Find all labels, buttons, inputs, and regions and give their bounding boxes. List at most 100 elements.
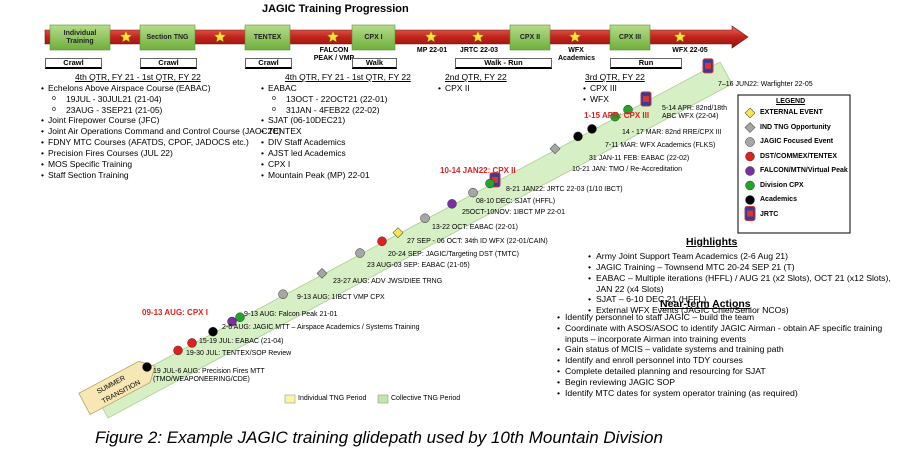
marker	[610, 111, 620, 122]
column-subitem: 31JAN - 4FEB22 (22-02)	[272, 105, 379, 116]
event-label: 23-27 AUG: ADV JWS/DIEE TRNG	[333, 278, 443, 285]
action-item: Begin reviewing JAGIC SOP	[557, 377, 895, 388]
marker	[587, 124, 597, 134]
phase-label: Walk	[352, 58, 397, 69]
event-label: 2-6 AUG: JAGIC MTT – Airspace Academics …	[222, 324, 420, 331]
column-item: MOS Specific Training	[41, 159, 288, 170]
highlight-item: Army Joint Support Team Academics (2-6 A…	[588, 251, 896, 262]
action-item: Coordinate with ASOS/ASOC to identify JA…	[557, 323, 895, 344]
event-label: 15-19 JUL: EABAC (21-04)	[199, 338, 284, 345]
marker	[235, 312, 245, 322]
legend-item: JAGIC Focused Event	[760, 138, 834, 145]
star	[424, 30, 438, 43]
event-label: 14 - 17 MAR: 82nd RRE/CPX III	[622, 129, 722, 136]
highlights-title: Highlights	[686, 236, 738, 248]
callout: 09-13 AUG: CPX I	[142, 308, 208, 317]
jrtc-icon	[492, 176, 498, 183]
event-label: 7–16 JUN22: Warfighter 22-05	[718, 81, 813, 88]
event-label: 08-10 DEC: SJAT (HFFL)	[476, 198, 556, 205]
timeline-box-label: TENTEX	[253, 33, 282, 41]
callout: 10-14 JAN22: CPX II	[440, 166, 516, 175]
marker	[744, 122, 756, 133]
star	[673, 30, 687, 43]
marker	[208, 326, 218, 337]
event-label: 9-13 AUG: 1IBCT VMP CPX	[297, 294, 385, 301]
legend-item: JRTC	[760, 210, 779, 218]
timeline-box-label: CPX I	[364, 33, 383, 41]
event-label: 8-21 JAN22: JRTC 22-03 (1/10 IBCT)	[506, 186, 623, 193]
column-item: Joint Firepower Course (JFC)	[41, 115, 288, 126]
column-item: CPX III	[583, 83, 690, 94]
star	[326, 30, 340, 43]
timeline-box-label: CPX III	[618, 33, 642, 41]
phase-label: Run	[610, 58, 682, 69]
legend-item: IND TNG Opportunity	[760, 123, 831, 131]
timeline-box	[49, 24, 111, 51]
column-item: Joint Air Operations Command and Control…	[41, 126, 288, 137]
phase-label: Crawl	[45, 58, 102, 69]
marker	[744, 107, 756, 119]
jrtc-icon	[747, 210, 753, 217]
timeline-marker-label: WFX 22-05	[672, 47, 708, 54]
period-label: Individual TNG Period	[298, 395, 367, 402]
legend-item: EXTERNAL EVENT	[760, 109, 823, 116]
timeline-box	[244, 24, 291, 51]
column-item: Echelons Above Airspace Course (EABAC)	[41, 83, 288, 94]
timeline-box-label: Section TNG	[146, 33, 189, 41]
action-item: Identify and enroll personnel into TDY c…	[557, 355, 895, 366]
marker	[392, 227, 404, 239]
action-item: Identify MTC dates for system operator t…	[557, 388, 895, 399]
timeline-marker-label: FALCON PEAK / VMP	[313, 47, 355, 62]
column-item: Staff Section Training	[41, 170, 288, 181]
action-item: Identify personnel to staff JAGIC – buil…	[557, 312, 895, 323]
marker	[278, 289, 288, 299]
highlight-item: EABAC – Multiple iterations (HFFL) / AUG…	[588, 273, 896, 294]
star	[213, 30, 227, 43]
phase-label: Crawl	[245, 58, 292, 69]
column-item: EABAC	[261, 83, 468, 94]
column-item: FDNY MTC Courses (AFATDS, CPOF, JADOCS e…	[41, 137, 288, 148]
column-item: SJAT (06-10DEC21)	[261, 115, 468, 126]
marker	[187, 338, 197, 348]
column-item: CPX I	[261, 159, 468, 170]
marker	[549, 143, 561, 155]
star	[119, 30, 133, 43]
column-item: AJST led Academics	[261, 148, 468, 159]
event-label: 20-24 SEP: JAGIC/Targeting DST (TMTC)	[388, 251, 519, 258]
marker	[468, 187, 478, 198]
action-item: Gain status of MCIS – validate systems a…	[557, 344, 895, 355]
timeline-box	[139, 24, 196, 51]
title: JAGIC Training Progression	[262, 3, 409, 15]
marker	[573, 131, 583, 142]
event-label: 19 JUL-6 AUG: Precision Fires MTT (TMO/W…	[153, 368, 265, 383]
event-label: 10-21 JAN: TMO / Re-Accreditation	[572, 166, 682, 173]
marker	[745, 166, 755, 176]
column-heading: 4th QTR, FY 21 - 1st QTR, FY 22	[285, 72, 411, 82]
marker	[316, 267, 328, 279]
column-subitem: 13OCT - 22OCT21 (22-01)	[272, 94, 387, 105]
event-label: 27 SEP - 06 OCT: 34th ID WFX (22-01/CAIN…	[407, 238, 548, 245]
timeline-box-label: Individual Training	[63, 29, 97, 45]
event-label: 23 AUG-03 SEP: EABAC (21-05)	[367, 262, 470, 269]
event-label: 19-30 JUL: TENTEX/SOP Review	[186, 350, 292, 357]
timeline-box-label: CPX II	[519, 33, 541, 41]
callout: 1-15 APR: CPX III	[584, 111, 650, 120]
marker	[745, 137, 755, 147]
star	[568, 30, 582, 43]
star	[471, 30, 485, 43]
column-item: Mountain Peak (MP) 22-01	[261, 170, 468, 181]
legend-item: FALCON/MTN/Virtual Peak	[760, 167, 848, 174]
timeline-marker-label: WFX Academics	[558, 47, 595, 62]
column-item: CPX II	[438, 83, 565, 94]
column-subitem: 23AUG - 3SEP21 (21-05)	[52, 105, 162, 116]
marker	[377, 236, 387, 247]
marker	[485, 178, 495, 189]
event-label: 9-13 AUG: Falcon Peak 21-01	[244, 311, 338, 318]
legend-item: DST/COMMEX/TENTEX	[760, 152, 838, 160]
marker	[173, 345, 183, 356]
highlight-item: SJAT – 6-10 DEC 21 (HFFL)	[588, 294, 896, 305]
phase-label: Crawl	[140, 58, 197, 69]
column-item: TENTEX	[261, 126, 468, 137]
